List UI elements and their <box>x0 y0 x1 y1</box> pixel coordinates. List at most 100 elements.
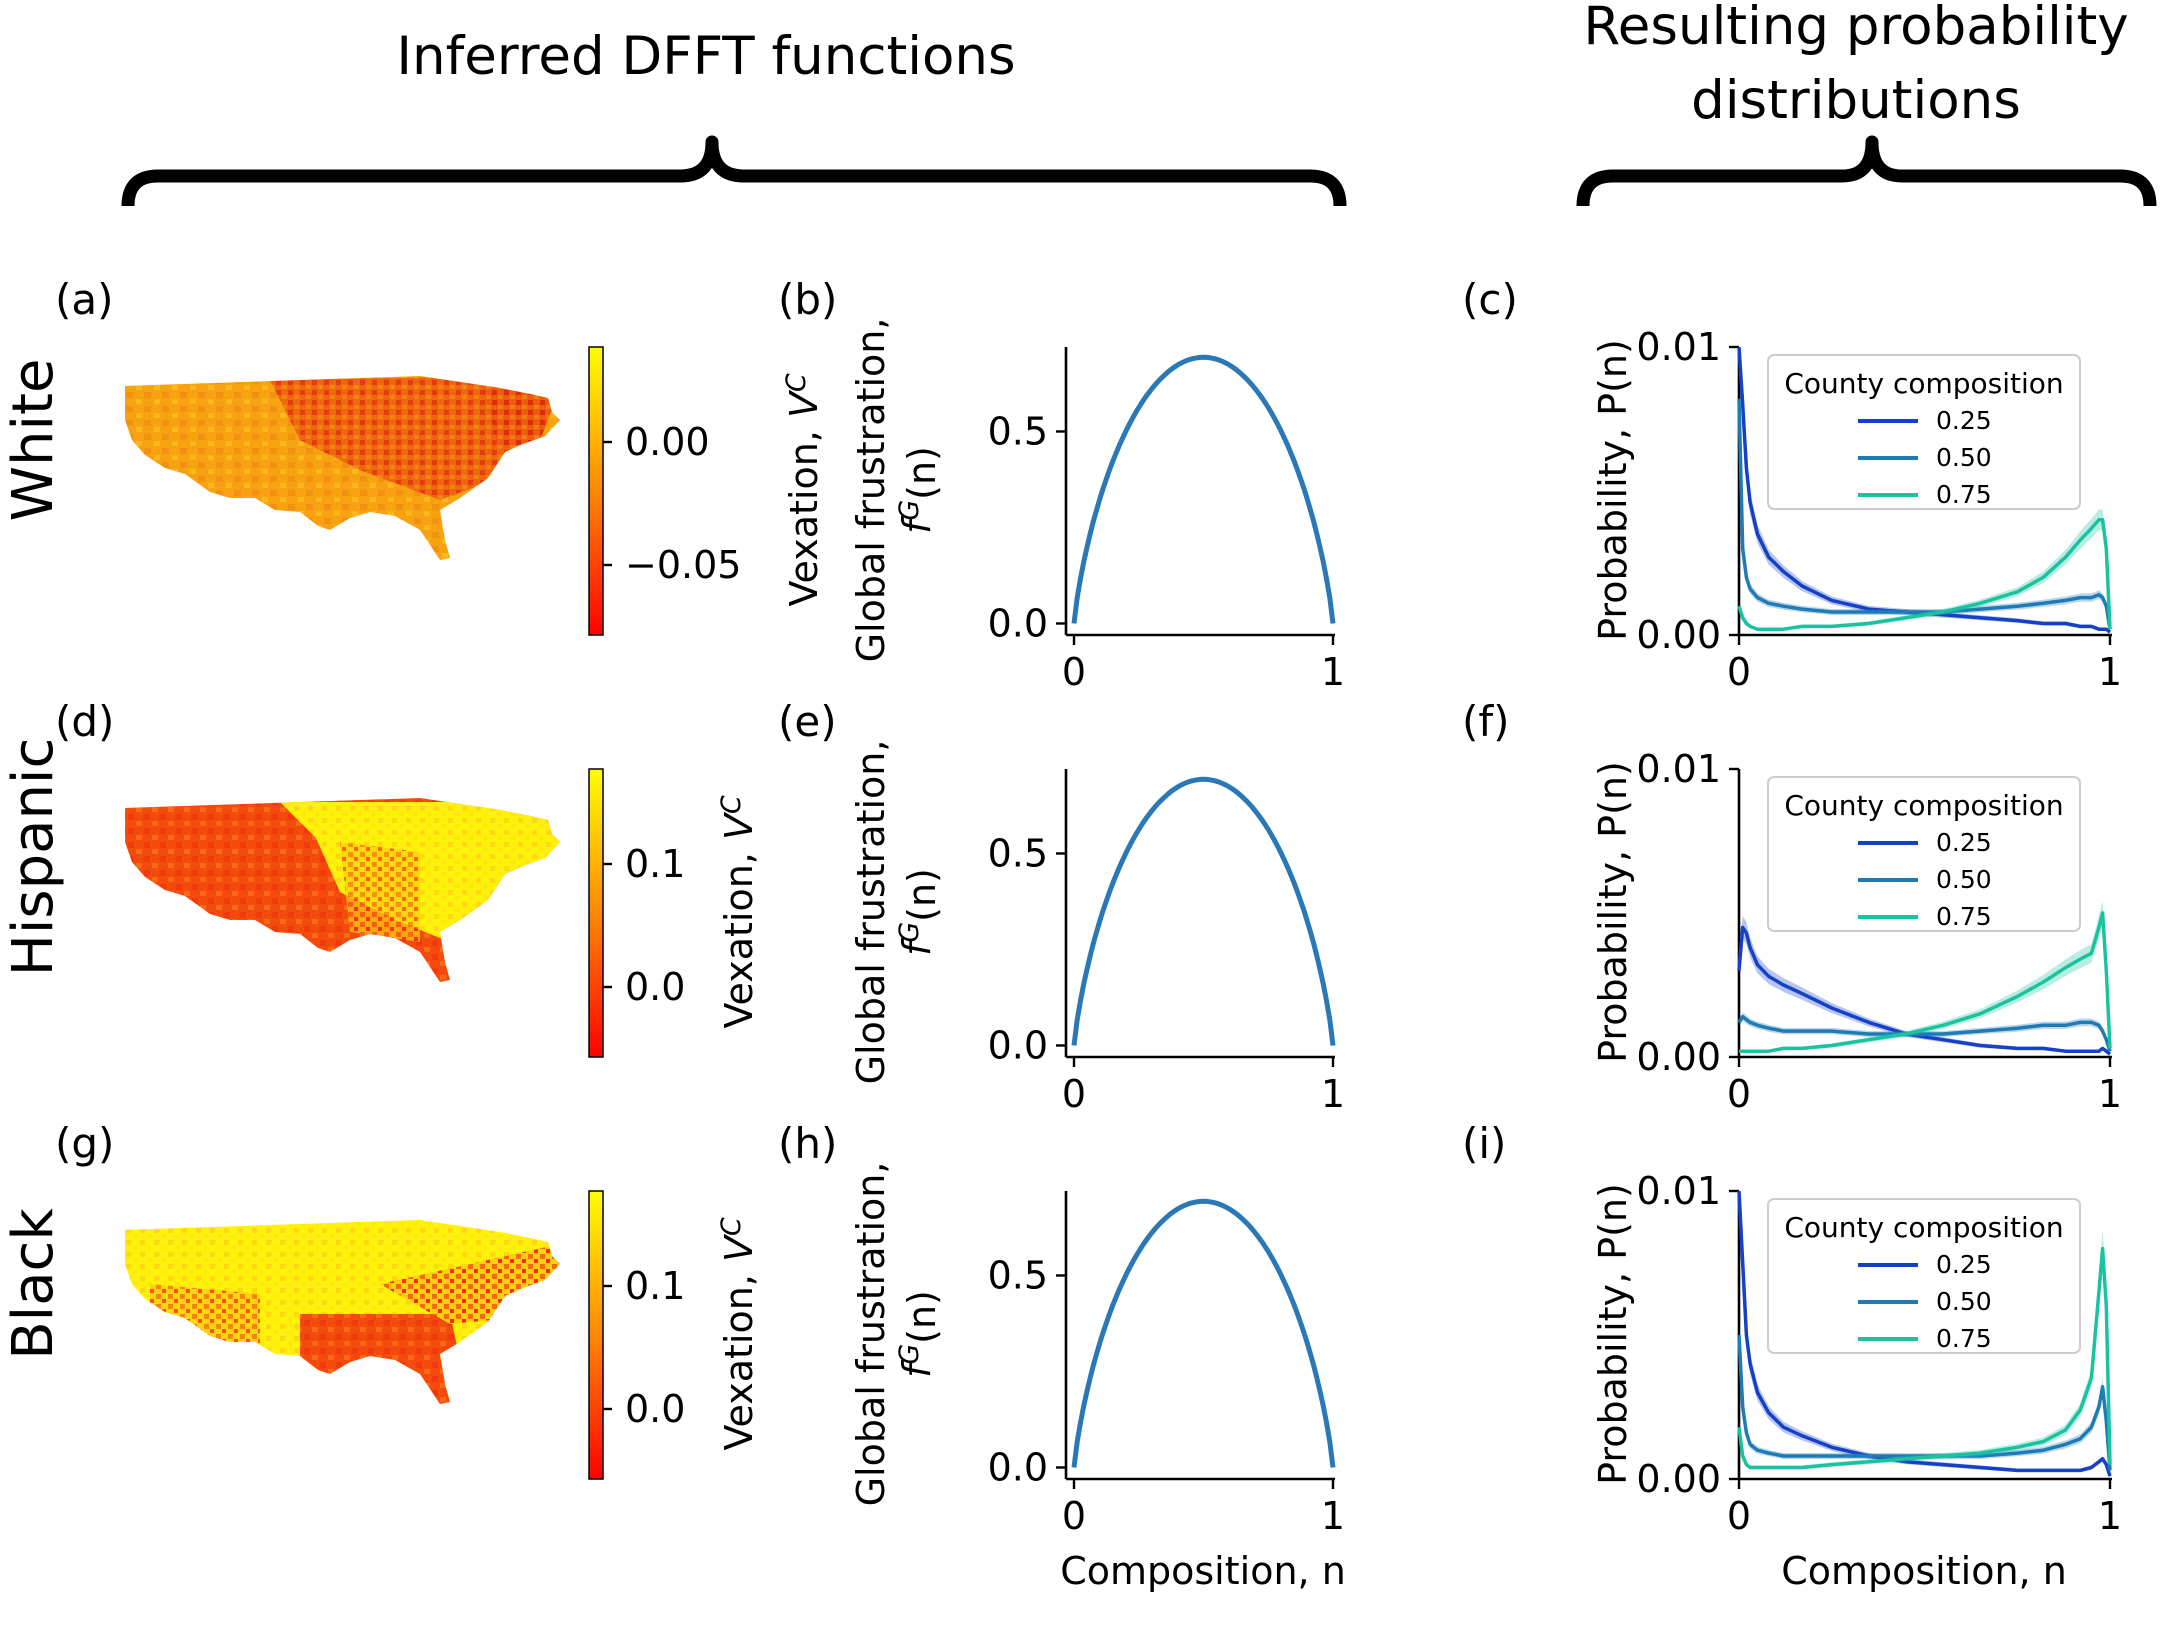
curve-ylabel-line2: fG(n) <box>894 1290 944 1378</box>
legend-item-0.25: 0.25 <box>1936 406 1992 435</box>
prob-legend-title: County composition <box>1784 789 2063 822</box>
map-region-mixed <box>340 842 420 942</box>
colorbar-tick-label: 0.0 <box>625 965 685 1009</box>
prob-legend-title: County composition <box>1784 1211 2063 1244</box>
prob-x-tick-label: 1 <box>2098 650 2122 694</box>
curve-x-tick-label: 0 <box>1062 650 1086 694</box>
prob-series-0.25 <box>1737 1190 2112 1477</box>
us-map <box>125 376 560 560</box>
prob-ylabel: Probability, P(n) <box>1591 761 1635 1063</box>
panel-label-curve: (b) <box>778 275 837 324</box>
curve-y-tick-label: 0.5 <box>988 409 1048 453</box>
prob-band-0.75 <box>1739 509 2110 631</box>
legend-item-0.75: 0.75 <box>1936 480 1992 509</box>
prob-series-0.25 <box>1737 925 2112 1056</box>
panel-label-prob: (f) <box>1462 697 1510 746</box>
prob-y-tick-label: 0.00 <box>1636 1035 1721 1079</box>
curve-y-tick-label: 0.0 <box>988 601 1048 645</box>
prob-ylabel: Probability, P(n) <box>1591 1183 1635 1485</box>
global-frustration-curve <box>1071 354 1336 624</box>
curve-ylabel-line1: Global frustration, <box>849 740 893 1085</box>
curve-x-tick-label: 0 <box>1062 1072 1086 1116</box>
legend-item-0.25: 0.25 <box>1936 1250 1992 1279</box>
curve-y-tick-label: 0.0 <box>988 1023 1048 1067</box>
colorbar-tick-label: 0.1 <box>625 1264 685 1308</box>
curve-ylabel-line2: fG(n) <box>894 446 944 534</box>
colorbar-tick-label: 0.1 <box>625 842 685 886</box>
brace-right <box>1576 135 2157 207</box>
colorbar <box>588 346 604 636</box>
curve-y-tick-label: 0.5 <box>988 1253 1048 1297</box>
panel-label-curve: (e) <box>778 697 837 746</box>
curve-x-tick-label: 0 <box>1062 1494 1086 1538</box>
curve-ylabel-line2: fG(n) <box>894 868 944 956</box>
legend-item-0.75: 0.75 <box>1936 1324 1992 1353</box>
colorbar <box>588 1190 604 1480</box>
global-frustration-curve <box>1071 776 1336 1046</box>
colorbar-tick-label: −0.05 <box>625 543 741 587</box>
colorbar-tick-label: 0.0 <box>625 1387 685 1431</box>
panel-label-map: (g) <box>55 1119 114 1168</box>
header-left: Inferred DFFT functions <box>396 26 1015 87</box>
prob-y-tick-label: 0.01 <box>1636 1169 1721 1213</box>
prob-y-tick-label: 0.01 <box>1636 325 1721 369</box>
curve-x-tick-label: 1 <box>1321 1494 1345 1538</box>
legend-item-0.50: 0.50 <box>1936 1287 1992 1316</box>
prob-ylabel: Probability, P(n) <box>1591 339 1635 641</box>
group-label: Hispanic <box>1 738 66 977</box>
map-region-west <box>150 1284 260 1364</box>
colorbar <box>588 768 604 1058</box>
colorbar-label: Vexation, VC​ <box>716 795 761 1028</box>
prob-legend <box>1767 1198 2081 1354</box>
prob-legend <box>1767 354 2081 510</box>
curve-y-tick-label: 0.5 <box>988 831 1048 875</box>
prob-series-0.75 <box>1737 518 2112 631</box>
map-regions <box>125 376 560 560</box>
colorbar-tick-label: 0.00 <box>625 420 710 464</box>
curve-x-tick-label: 1 <box>1321 1072 1345 1116</box>
prob-y-tick-label: 0.00 <box>1636 1457 1721 1501</box>
prob-series-0.50 <box>1737 398 2112 630</box>
prob-series-0.75 <box>1739 911 2112 1053</box>
panel-label-curve: (h) <box>778 1119 837 1168</box>
vexation-axis-label: Vexation, VC​ <box>781 373 826 606</box>
prob-x-tick-label: 0 <box>1727 1072 1751 1116</box>
prob-y-tick-label: 0.00 <box>1636 613 1721 657</box>
legend-item-0.75: 0.75 <box>1936 902 1992 931</box>
colorbar-label: Vexation, VC​ <box>716 1217 761 1450</box>
curve-x-tick-label: 1 <box>1321 650 1345 694</box>
panel-label-prob: (i) <box>1462 1119 1506 1168</box>
prob-x-tick-label: 1 <box>2098 1072 2122 1116</box>
group-label: White <box>1 359 66 522</box>
prob-x-tick-label: 0 <box>1727 1494 1751 1538</box>
header-right-line2: distributions <box>1691 70 2021 131</box>
map-region-north <box>280 802 340 842</box>
global-frustration-curve <box>1071 1198 1336 1468</box>
panel-label-map: (a) <box>55 275 114 324</box>
map-regions <box>125 1220 560 1404</box>
group-label: Black <box>1 1208 66 1360</box>
prob-legend <box>1767 776 2081 932</box>
brace-left <box>121 135 1347 207</box>
curve-xlabel: Composition, n <box>1060 1549 1346 1593</box>
prob-series-0.50 <box>1737 1014 2112 1052</box>
legend-item-0.25: 0.25 <box>1936 828 1992 857</box>
us-map <box>125 798 560 982</box>
map-region-north <box>125 1220 420 1314</box>
panel-label-prob: (c) <box>1462 275 1518 324</box>
prob-x-tick-label: 0 <box>1727 650 1751 694</box>
curve-y-tick-label: 0.0 <box>988 1445 1048 1489</box>
map-region-midwest <box>270 376 520 500</box>
us-map <box>125 1220 560 1404</box>
panel-label-map: (d) <box>55 697 114 746</box>
prob-y-tick-label: 0.01 <box>1636 747 1721 791</box>
legend-item-0.50: 0.50 <box>1936 443 1992 472</box>
prob-legend-title: County composition <box>1784 367 2063 400</box>
map-region-south <box>300 1314 470 1404</box>
map-regions <box>125 798 560 982</box>
header-right-line1: Resulting probability <box>1583 0 2128 57</box>
